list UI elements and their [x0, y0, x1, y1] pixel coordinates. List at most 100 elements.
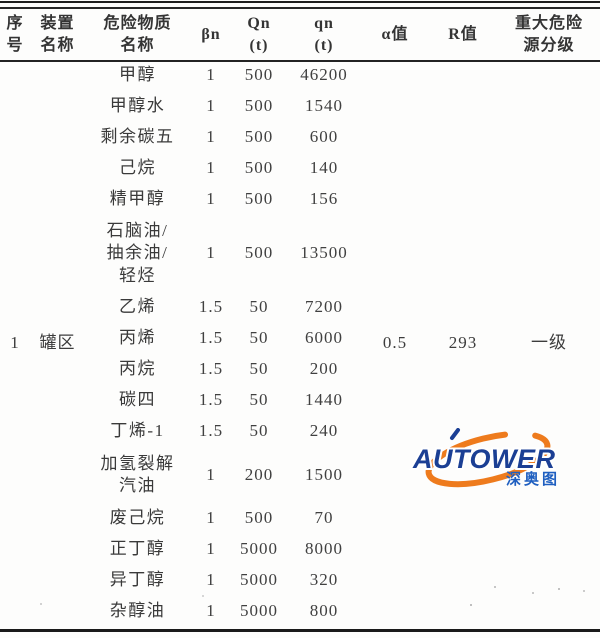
beta-n-cell: 1: [206, 539, 216, 559]
Qn-cell: 50: [249, 390, 269, 410]
logo-cn-text: 深奥图: [506, 470, 560, 488]
qn-cell: 320: [309, 570, 339, 590]
substance-name-cell: 杂醇油: [109, 601, 166, 621]
table-row: 1 罐区 甲醇 1 500 46200 0.5 293 一级: [0, 60, 600, 352]
scan-noise-specks: [470, 604, 472, 606]
header-qn: qn (t): [314, 14, 334, 54]
header-grade: 重大危险 源分级: [514, 14, 583, 54]
substance-name-cell: 碳四: [119, 390, 156, 410]
qn-cell: 1440: [305, 390, 343, 410]
beta-n-cell: 1.5: [198, 328, 224, 348]
Qn-cell: 500: [244, 243, 274, 263]
table-row: 丙烷 1.5 50 200: [0, 354, 600, 385]
table-top-rule-inner: [0, 7, 600, 9]
qn-cell: 8000: [305, 539, 343, 559]
beta-n-cell: 1: [206, 96, 216, 116]
Qn-cell: 500: [244, 65, 274, 85]
table-row: 乙烯 1.5 50 7200: [0, 292, 600, 323]
qn-cell: 7200: [305, 297, 343, 317]
substance-name-cell: 正丁醇: [109, 539, 166, 559]
substance-name-cell: 己烷: [119, 158, 156, 178]
header-alpha: α值: [381, 25, 409, 43]
alpha-value-cell: 0.5: [382, 333, 408, 353]
substance-name-cell: 丁烯-1: [110, 421, 165, 441]
beta-n-cell: 1: [206, 127, 216, 147]
qn-cell: 800: [309, 601, 339, 621]
header-device: 装置 名称: [40, 14, 75, 54]
substance-name-cell: 乙烯: [119, 297, 156, 317]
beta-n-cell: 1.5: [198, 421, 224, 441]
logo-accent-mark: [450, 428, 460, 440]
qn-cell: 1540: [305, 96, 343, 116]
qn-cell: 13500: [300, 243, 348, 263]
Qn-cell: 500: [244, 508, 274, 528]
beta-n-cell: 1.5: [198, 390, 224, 410]
qn-cell: 70: [314, 508, 334, 528]
qn-cell: 6000: [305, 328, 343, 348]
substance-name-cell: 加氢裂解 汽油: [100, 453, 175, 495]
substance-name-cell: 精甲醇: [109, 189, 166, 209]
substance-name-cell: 丙烷: [119, 359, 156, 379]
substance-name-cell: 异丁醇: [109, 570, 166, 590]
qn-cell: 140: [309, 158, 339, 178]
table-row: 丙烯 1.5 50 6000: [0, 323, 600, 354]
beta-n-cell: 1: [206, 464, 216, 484]
hazard-source-table: 序 号 装置 名称 危险物质 名称 βn Qn (t) qn (t) α值 R值…: [0, 9, 600, 627]
Qn-cell: 200: [244, 464, 274, 484]
substance-name-cell: 废己烷: [109, 508, 166, 528]
Qn-cell: 5000: [240, 570, 278, 590]
table-row: 废己烷 1 500 70: [0, 503, 600, 534]
Qn-cell: 500: [244, 96, 274, 116]
device-name-cell: 罐区: [39, 333, 76, 353]
qn-cell: 600: [309, 127, 339, 147]
substance-name-cell: 甲醇: [119, 65, 156, 85]
beta-n-cell: 1: [206, 508, 216, 528]
beta-n-cell: 1: [206, 158, 216, 178]
qn-cell: 1500: [305, 464, 343, 484]
Qn-cell: 500: [244, 127, 274, 147]
grade-cell: 一级: [531, 333, 567, 353]
Qn-cell: 50: [249, 328, 269, 348]
autower-logo: AUTOWER 深奥图: [410, 428, 560, 488]
Qn-cell: 50: [249, 297, 269, 317]
beta-n-cell: 1: [206, 601, 216, 621]
qn-cell: 200: [309, 359, 339, 379]
substance-name-cell: 石脑油/ 抽余油/ 轻烃: [106, 221, 169, 285]
table-row: 异丁醇 1 5000 320: [0, 565, 600, 596]
Qn-cell: 5000: [240, 601, 278, 621]
qn-cell: 156: [309, 189, 339, 209]
Qn-cell: 50: [249, 421, 269, 441]
table-header: 序 号 装置 名称 危险物质 名称 βn Qn (t) qn (t) α值 R值…: [0, 9, 600, 60]
beta-n-cell: 1.5: [198, 297, 224, 317]
serial-cell: 1: [10, 333, 20, 353]
Qn-cell: 500: [244, 189, 274, 209]
logo-brand-text: AUTOWER: [412, 444, 556, 474]
beta-n-cell: 1: [206, 189, 216, 209]
table-body: 1 罐区 甲醇 1 500 46200 0.5 293 一级 甲醇水 1 500 1540 剩余碳五 1 50…: [0, 60, 600, 627]
table-row: 杂醇油 1 5000 800: [0, 596, 600, 627]
header-beta-n: βn: [201, 25, 221, 43]
table-row: 石脑油/ 抽余油/ 轻烃 1 500 13500: [0, 215, 600, 292]
logo-swoosh-icon: [425, 430, 551, 488]
beta-n-cell: 1: [206, 570, 216, 590]
qn-cell: 46200: [300, 65, 348, 85]
table-row: 剩余碳五 1 500 600: [0, 122, 600, 153]
Qn-cell: 50: [249, 359, 269, 379]
table-row: 正丁醇 1 5000 8000: [0, 534, 600, 565]
header-substance: 危险物质 名称: [103, 14, 172, 54]
substance-name-cell: 剩余碳五: [100, 127, 175, 147]
table-row: 加氢裂解 汽油 1 200 1500: [0, 447, 600, 503]
table-row: 碳四 1.5 50 1440: [0, 385, 600, 416]
beta-n-cell: 1: [206, 243, 216, 263]
substance-name-cell: 甲醇水: [109, 96, 166, 116]
qn-cell: 240: [309, 421, 339, 441]
header-serial: 序 号: [6, 14, 24, 54]
table-row: 精甲醇 1 500 156: [0, 184, 600, 215]
beta-n-cell: 1: [206, 65, 216, 85]
beta-n-cell: 1.5: [198, 359, 224, 379]
header-R: R值: [448, 25, 478, 43]
header-Qn: Qn (t): [247, 14, 271, 54]
table-top-rule-outer: [0, 1, 600, 3]
table-bottom-rule: [0, 629, 600, 632]
